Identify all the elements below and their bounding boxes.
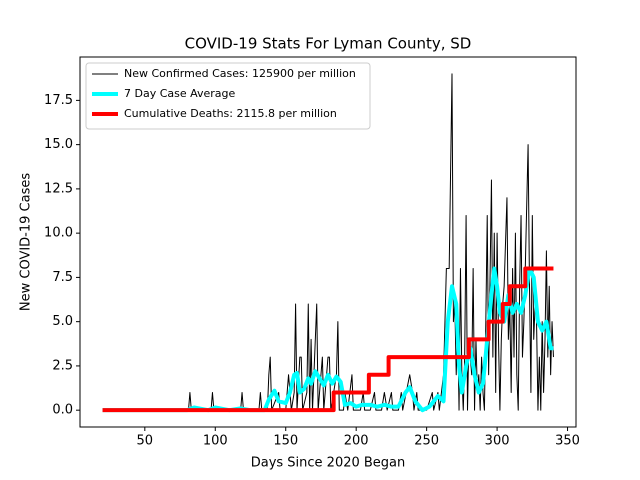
y-tick-label: 10.0	[44, 226, 73, 241]
plot-frame	[79, 56, 577, 428]
legend-label: New Confirmed Cases: 125900 per million	[124, 67, 356, 80]
y-tick-label: 17.5	[44, 93, 73, 108]
y-axis-label: New COVID-19 Cases	[19, 173, 34, 311]
y-tick-label: 7.5	[52, 270, 73, 285]
x-tick-label: 350	[555, 434, 580, 449]
y-tick-label: 2.5	[52, 358, 73, 373]
x-tick-label: 200	[344, 434, 369, 449]
series-line	[102, 266, 554, 413]
legend-box	[85, 62, 371, 130]
legend-label: 7 Day Case Average	[124, 87, 236, 100]
y-tick-label: 12.5	[44, 181, 73, 196]
x-axis-label: Days Since 2020 Began	[251, 456, 406, 471]
y-tick-label: 15.0	[44, 137, 73, 152]
y-tick-label: 0.0	[52, 403, 73, 418]
x-tick-label: 50	[137, 434, 154, 449]
series-line	[102, 266, 554, 413]
x-tick-label: 150	[273, 434, 298, 449]
chart-title: COVID-19 Stats For Lyman County, SD	[185, 35, 472, 53]
x-tick-label: 250	[414, 434, 439, 449]
y-tick-label: 5.0	[52, 314, 73, 329]
x-tick-label: 300	[485, 434, 510, 449]
x-tick-label: 100	[203, 434, 228, 449]
legend-label: Cumulative Deaths: 2115.8 per million	[124, 107, 337, 120]
